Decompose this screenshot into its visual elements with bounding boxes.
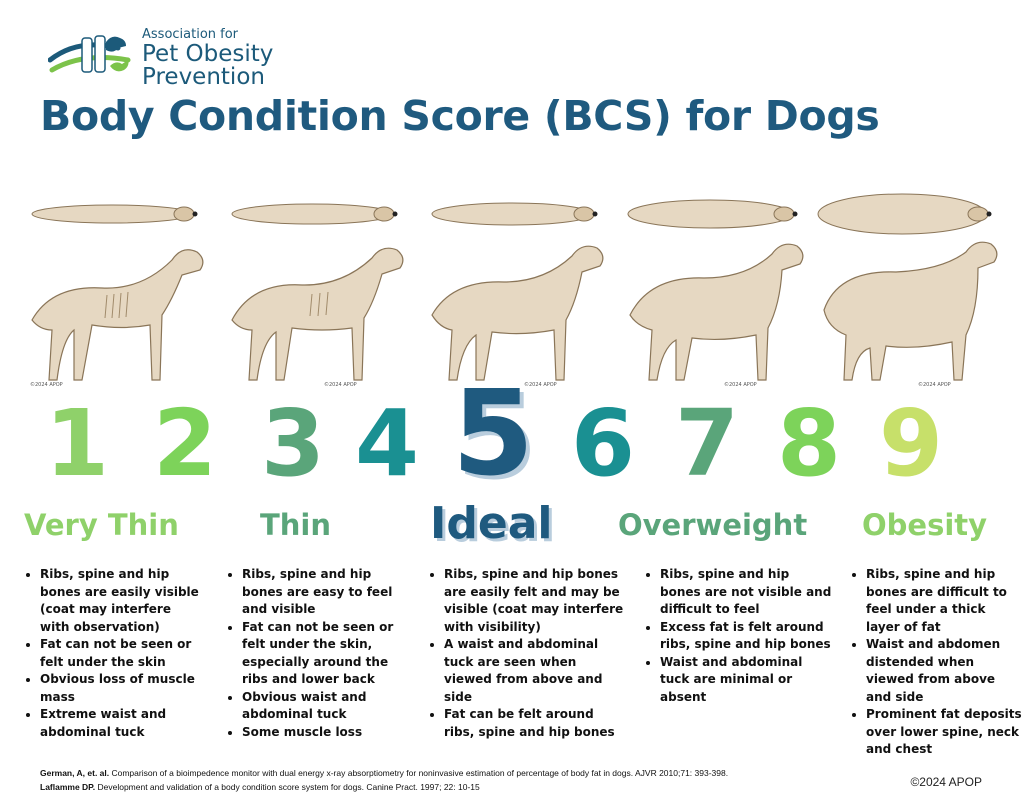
list-item: Obvious loss of muscle mass [40,671,202,706]
score-7: 7 [674,390,739,497]
reference-2-text: Development and validation of a body con… [95,782,480,792]
reference-1: German, A, et. al. Comparison of a bioim… [40,766,728,780]
dog-illustration-thin: ©2024 APOP [231,203,404,388]
illustration-copyright: ©2024 APOP [30,381,63,388]
category-very-thin: Very Thin [24,508,179,542]
logo-line-pet-obesity: Pet Obesity [142,41,274,67]
ideal-criteria: Ribs, spine and hip bones are easily fel… [428,566,626,741]
list-item: Extreme waist and abdominal tuck [40,706,202,741]
page-title: Body Condition Score (BCS) for Dogs [40,92,880,140]
list-item: Excess fat is felt around ribs, spine an… [660,619,832,654]
illustration-copyright: ©2024 APOP [918,381,951,388]
illustration-copyright: ©2024 APOP [724,381,757,388]
category-ideal: Ideal [430,498,553,549]
list-item: Ribs, spine and hip bones are easily fel… [444,566,626,636]
apop-logo: Association for Pet Obesity Prevention [48,18,288,90]
reference-2: Laflamme DP. Development and validation … [40,780,728,794]
score-2: 2 [152,390,217,497]
illustration-copyright: ©2024 APOP [524,381,557,388]
reference-1-author: German, A, et. al. [40,768,110,778]
reference-2-author: Laflamme DP. [40,782,96,792]
score-8: 8 [776,390,841,497]
obesity-criteria: Ribs, spine and hip bones are difficult … [850,566,1022,759]
copyright: ©2024 APOP [910,775,982,789]
dog-illustrations: ©2024 APOP ©2024 APOP ©2024 APOP ©2024 A… [0,190,1024,390]
dog-illustration-overweight: ©2024 APOP [627,199,804,388]
thin-criteria: Ribs, spine and hip bones are easy to fe… [226,566,398,741]
reference-1-text: Comparison of a bioimpedence monitor wit… [109,768,729,778]
category-overweight: Overweight [618,508,808,542]
list-item: A waist and abdominal tuck are seen when… [444,636,626,706]
references: German, A, et. al. Comparison of a bioim… [40,766,728,794]
logo-line-association: Association for [142,27,239,42]
list-item: Obvious waist and abdominal tuck [242,689,398,724]
score-5: 5 [452,364,535,502]
logo-line-prevention: Prevention [142,64,265,90]
list-item: Ribs, spine and hip bones are difficult … [866,566,1022,636]
list-item: Ribs, spine and hip bones are easy to fe… [242,566,398,619]
score-9: 9 [878,390,943,497]
list-item: Ribs, spine and hip bones are not visibl… [660,566,832,619]
category-obesity: Obesity [862,508,988,542]
list-item: Some muscle loss [242,724,398,742]
category-thin: Thin [260,508,332,542]
list-item: Waist and abdomen distended when viewed … [866,636,1022,706]
list-item: Fat can not be seen or felt under the sk… [242,619,398,689]
dog-illustration-ideal: ©2024 APOP [431,202,604,388]
very-thin-criteria: Ribs, spine and hip bones are easily vis… [24,566,202,741]
list-item: Ribs, spine and hip bones are easily vis… [40,566,202,636]
list-item: Fat can not be seen or felt under the sk… [40,636,202,671]
dog-illustration-very-thin: ©2024 APOP [30,204,204,388]
overweight-criteria: Ribs, spine and hip bones are not visibl… [644,566,832,706]
score-4: 4 [354,390,419,497]
logo-mark-icon [48,35,131,73]
list-item: Waist and abdominal tuck are minimal or … [660,654,832,707]
illustration-copyright: ©2024 APOP [324,381,357,388]
score-1: 1 [44,390,109,497]
list-item: Prominent fat deposits over lower spine,… [866,706,1022,759]
dog-illustration-obese: ©2024 APOP [817,193,998,388]
score-3: 3 [260,390,325,497]
list-item: Fat can be felt around ribs, spine and h… [444,706,626,741]
score-6: 6 [570,390,635,497]
